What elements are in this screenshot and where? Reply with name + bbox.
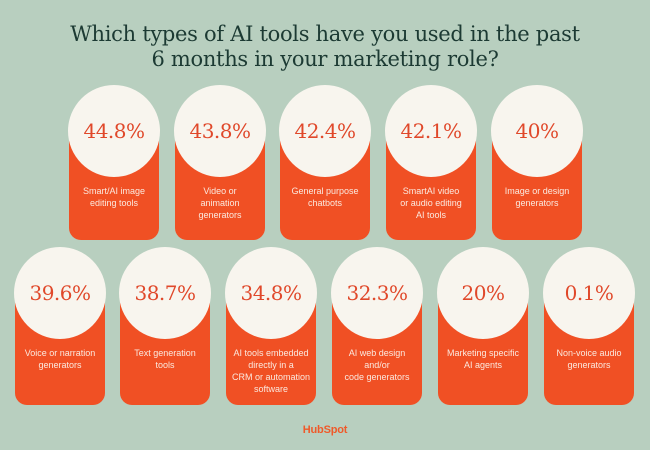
chart-title: Which types of AI tools have you used in…	[0, 22, 650, 72]
stat-label: Text generation tools	[134, 348, 196, 370]
stat-circle: 42.1%	[385, 85, 477, 177]
stat-value: 39.6%	[29, 281, 91, 305]
stat-label: Voice or narration generators	[24, 348, 96, 370]
stat-circle: 32.3%	[331, 247, 423, 339]
stat-label: Marketing specific AI agents	[446, 348, 520, 370]
chart-title-line-1: Which types of AI tools have you used in…	[70, 22, 580, 46]
stat-value: 38.7%	[134, 281, 196, 305]
stat-circle: 39.6%	[14, 247, 106, 339]
stat-circle: 44.8%	[68, 85, 160, 177]
stat-value: 32.3%	[346, 281, 408, 305]
stat-value: 34.8%	[240, 281, 302, 305]
stat-value: 20%	[461, 281, 505, 305]
stat-label: Non-voice audio generators	[556, 348, 622, 370]
stat-circle: 34.8%	[225, 247, 317, 339]
stat-circle: 0.1%	[543, 247, 635, 339]
stat-value: 0.1%	[564, 281, 614, 305]
stat-circle: 40%	[491, 85, 583, 177]
chart-title-line-2: 6 months in your marketing role?	[151, 47, 499, 71]
stat-value: 44.8%	[83, 119, 145, 143]
stat-value: 43.8%	[189, 119, 251, 143]
stat-circle: 20%	[437, 247, 529, 339]
stat-value: 42.1%	[400, 119, 462, 143]
stat-label: General purpose chatbots	[291, 186, 359, 208]
stat-label: AI tools embedded directly in a CRM or a…	[231, 348, 311, 394]
stat-value: 42.4%	[294, 119, 356, 143]
stat-value: 40%	[515, 119, 559, 143]
stat-label: SmartAI video or audio editing AI tools	[400, 186, 462, 220]
hubspot-logo: HubSpot	[302, 424, 348, 436]
stat-circle: 38.7%	[119, 247, 211, 339]
stat-label: AI web design and/or code generators	[344, 348, 410, 382]
stat-label: Video or animation generators	[198, 186, 242, 220]
stat-circle: 43.8%	[174, 85, 266, 177]
stat-label: Smart/AI image editing tools	[82, 186, 146, 208]
stat-circle: 42.4%	[279, 85, 371, 177]
stat-label: Image or design generators	[504, 186, 570, 208]
